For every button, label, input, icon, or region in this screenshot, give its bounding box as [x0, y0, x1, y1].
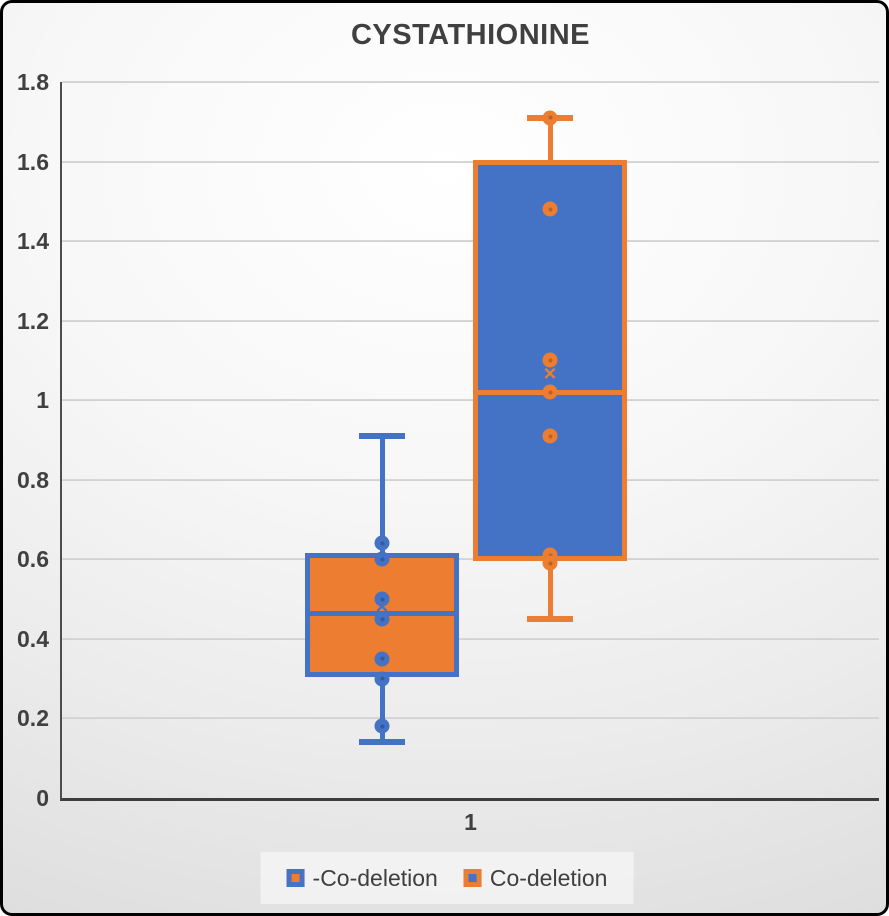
- whisker-cap[interactable]: [527, 616, 573, 622]
- gridline: [62, 240, 879, 243]
- chart-area: CYSTATHIONINE 0 0.2 0.4 0.6 0.8 1 1.2 1.4 1.6 1.8…: [3, 3, 886, 913]
- data-point[interactable]: [542, 110, 558, 126]
- data-point[interactable]: [542, 555, 558, 571]
- gridline: [62, 160, 879, 163]
- y-axis-tick-label: 0.2: [17, 705, 49, 732]
- gridline: [62, 81, 879, 83]
- gridline: [62, 478, 879, 481]
- data-point[interactable]: [542, 428, 558, 444]
- data-point[interactable]: [374, 551, 390, 567]
- data-point[interactable]: [542, 352, 558, 368]
- y-axis-tick-label: 1.2: [17, 307, 49, 334]
- legend-marker-icon: [463, 869, 482, 887]
- y-axis-tick-label: 1: [36, 387, 49, 414]
- data-point[interactable]: [542, 201, 558, 217]
- gridline: [62, 399, 879, 402]
- x-axis-tick-label: 1: [464, 809, 477, 835]
- mean-marker[interactable]: ✕: [374, 597, 390, 617]
- y-axis-tick-label: 1.4: [17, 228, 49, 255]
- data-point[interactable]: [374, 718, 390, 734]
- legend-label: -Co-deletion: [312, 864, 438, 891]
- y-axis-tick-label: 1.8: [17, 69, 49, 95]
- plot-area: ✕ ✕: [60, 81, 879, 801]
- gridline: [62, 558, 879, 561]
- whisker-cap[interactable]: [359, 739, 405, 746]
- data-point[interactable]: [374, 671, 390, 687]
- y-axis-tick-label: 0: [36, 785, 49, 811]
- whisker-cap[interactable]: [359, 433, 405, 440]
- legend-marker-icon: [286, 869, 305, 887]
- data-point[interactable]: [374, 591, 390, 607]
- y-axis-tick-label: 0.8: [17, 466, 49, 493]
- y-axis-tick-label: 1.6: [17, 148, 49, 175]
- data-point[interactable]: [542, 384, 558, 400]
- legend-entry-Co-deletion[interactable]: Co-deletion: [463, 864, 608, 892]
- data-point[interactable]: [374, 535, 390, 551]
- mean-marker[interactable]: ✕: [542, 364, 558, 384]
- data-point[interactable]: [374, 651, 390, 667]
- legend[interactable]: -Co-deletion Co-deletion: [260, 852, 634, 904]
- gridline: [62, 637, 879, 640]
- chart-title: CYSTATHIONINE: [350, 19, 591, 51]
- data-point[interactable]: [374, 611, 390, 627]
- legend-label: Co-deletion: [489, 864, 608, 891]
- gridline: [62, 717, 879, 720]
- y-axis-tick-label: 0.6: [17, 546, 49, 573]
- gridline: [62, 319, 879, 322]
- y-axis-tick-label: 0.4: [17, 625, 49, 652]
- legend-entry--Co-deletion[interactable]: -Co-deletion: [286, 864, 438, 892]
- y-axis: 0 0.2 0.4 0.6 0.8 1 1.2 1.4 1.6 1.8: [3, 69, 51, 811]
